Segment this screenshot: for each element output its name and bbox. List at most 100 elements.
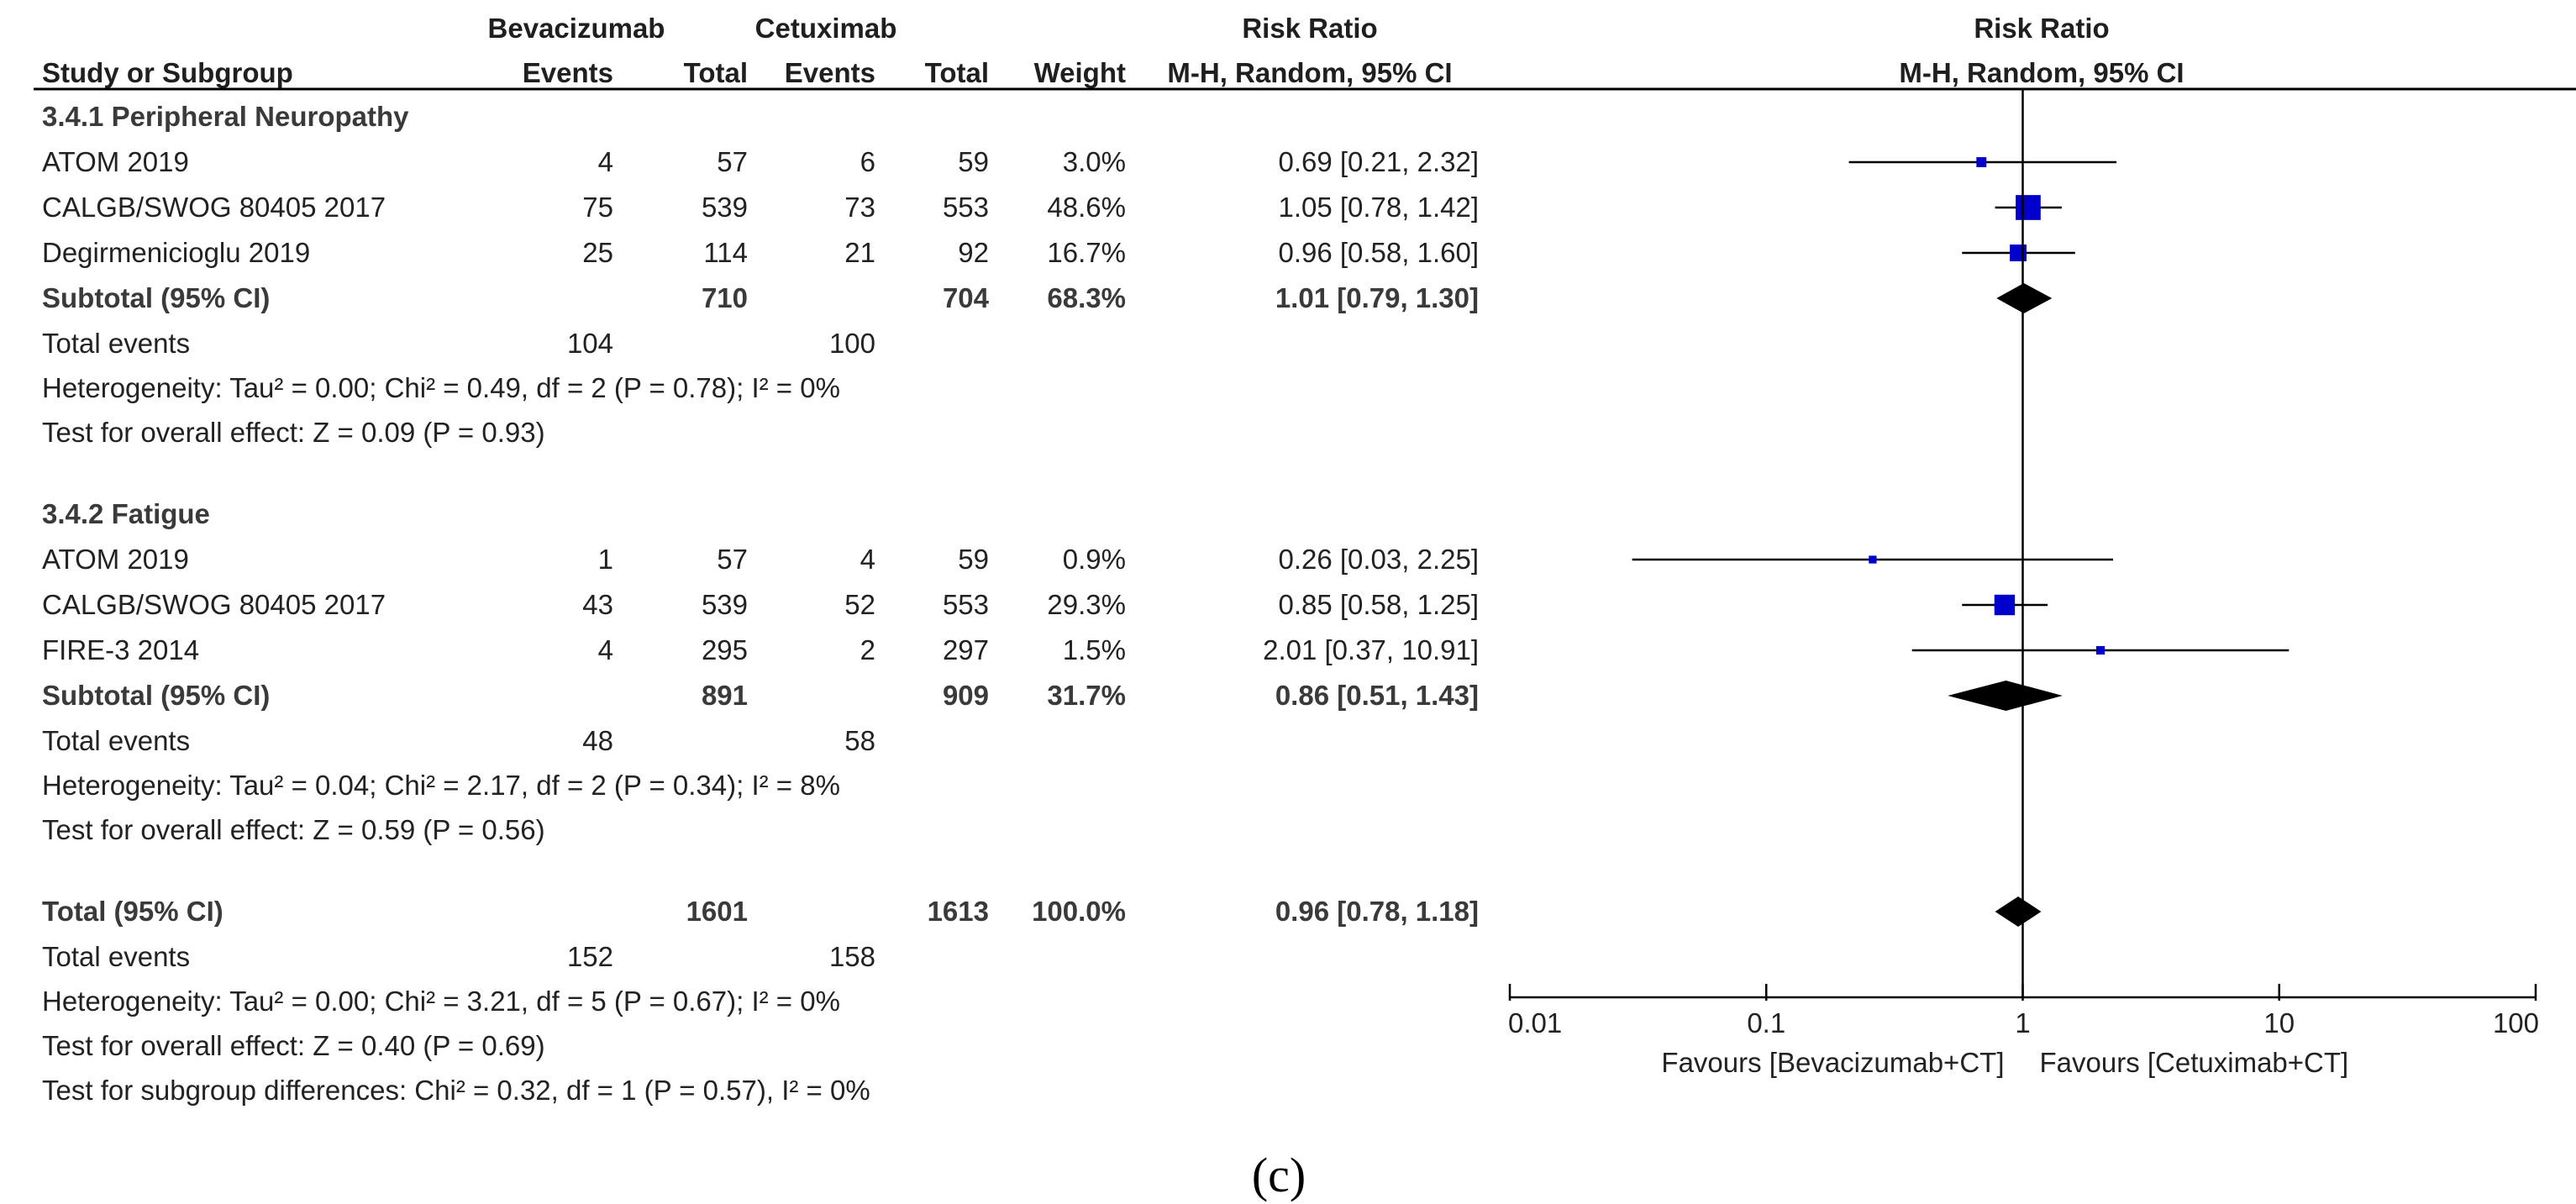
study-events1: 25	[582, 237, 613, 268]
subtotal-total2: 909	[943, 680, 989, 711]
subgroup-title: 3.4.1 Peripheral Neuropathy	[42, 101, 409, 132]
subtotal-weight: 68.3%	[1047, 282, 1126, 313]
study-marker	[2016, 195, 2041, 220]
study-total2: 59	[958, 544, 989, 575]
total-total1: 1601	[686, 896, 748, 927]
study-events2: 6	[860, 146, 875, 177]
study-name: FIRE-3 2014	[42, 634, 199, 665]
study-total1: 57	[717, 544, 748, 575]
total-label: Total (95% CI)	[42, 896, 223, 927]
study-marker	[2095, 645, 2105, 655]
favours-left-label: Favours [Bevacizumab+CT]	[1661, 1047, 2004, 1078]
overall-effect-text: Test for overall effect: Z = 0.59 (P = 0…	[42, 814, 545, 845]
subtotal-total2: 704	[943, 282, 990, 313]
study-weight: 0.9%	[1063, 544, 1126, 575]
total-events1: 48	[582, 725, 613, 756]
study-ci: 0.26 [0.03, 2.25]	[1278, 544, 1479, 575]
study-weight: 16.7%	[1047, 237, 1126, 268]
study-total1: 295	[702, 634, 748, 665]
study-marker	[1869, 555, 1877, 564]
header-rr-title: Risk Ratio	[1242, 13, 1377, 44]
subtotal-ci: 1.01 [0.79, 1.30]	[1275, 282, 1479, 313]
header-plot-title: Risk Ratio	[1974, 13, 2109, 44]
subtotal-label: Subtotal (95% CI)	[42, 680, 270, 711]
study-total1: 114	[703, 237, 748, 268]
study-ci: 2.01 [0.37, 10.91]	[1263, 634, 1479, 665]
header-method: M-H, Random, 95% CI	[1167, 57, 1452, 88]
heterogeneity-text: Heterogeneity: Tau² = 0.00; Chi² = 0.49,…	[42, 372, 840, 403]
favours-right-label: Favours [Cetuximab+CT]	[2040, 1047, 2349, 1078]
total-weight: 100.0%	[1032, 896, 1126, 927]
study-events1: 75	[582, 192, 613, 223]
header-group1: Bevacizumab	[488, 13, 665, 44]
study-total2: 92	[958, 237, 989, 268]
subtotal-label: Subtotal (95% CI)	[42, 282, 270, 313]
study-total1: 539	[702, 589, 748, 620]
study-total2: 553	[943, 589, 989, 620]
study-name: ATOM 2019	[42, 146, 189, 177]
study-name: CALGB/SWOG 80405 2017	[42, 192, 386, 223]
total-events-label: Total events	[42, 328, 190, 359]
study-marker	[2010, 244, 2027, 261]
x-tick-label: 0.01	[1508, 1007, 1562, 1038]
header-study: Study or Subgroup	[42, 57, 293, 88]
subtotal-ci: 0.86 [0.51, 1.43]	[1275, 680, 1479, 711]
total-total2: 1613	[928, 896, 989, 927]
study-ci: 0.96 [0.58, 1.60]	[1278, 237, 1479, 268]
header-total2: Total	[925, 57, 989, 88]
study-events2: 73	[844, 192, 875, 223]
plot-marks: 0.01 0.1 1 10 100 Favours [Bevacizumab+CT] Fav…	[1508, 89, 2539, 1078]
subgroup-title: 3.4.2 Fatigue	[42, 498, 210, 529]
grand-total-events1: 152	[567, 941, 613, 972]
study-name: ATOM 2019	[42, 544, 189, 575]
overall-effect-text: Test for overall effect: Z = 0.09 (P = 0…	[42, 417, 545, 448]
study-total2: 553	[943, 192, 989, 223]
study-events1: 43	[582, 589, 613, 620]
study-weight: 3.0%	[1063, 146, 1126, 177]
total-events-label: Total events	[42, 725, 190, 756]
x-tick-label: 0.1	[1747, 1007, 1785, 1038]
subtotal-total1: 710	[702, 282, 748, 313]
study-name: Degirmenicioglu 2019	[42, 237, 310, 268]
header-weight: Weight	[1034, 57, 1126, 88]
study-total1: 57	[717, 146, 748, 177]
study-weight: 29.3%	[1047, 589, 1126, 620]
study-total2: 297	[943, 634, 989, 665]
grand-total-events2: 158	[829, 941, 875, 972]
study-ci: 1.05 [0.78, 1.42]	[1278, 192, 1479, 223]
heterogeneity-text: Heterogeneity: Tau² = 0.04; Chi² = 2.17,…	[42, 770, 840, 801]
study-events1: 4	[598, 634, 613, 665]
grand-overall-effect-text: Test for overall effect: Z = 0.40 (P = 0…	[42, 1030, 545, 1061]
study-total1: 539	[702, 192, 748, 223]
pooled-diamond	[1948, 681, 2063, 711]
study-ci: 0.85 [0.58, 1.25]	[1278, 589, 1479, 620]
header-group2: Cetuximab	[755, 13, 897, 44]
header-plot-method: M-H, Random, 95% CI	[1899, 57, 2184, 88]
header-events1: Events	[523, 57, 613, 88]
header-events2: Events	[785, 57, 875, 88]
table-rows: 3.4.1 Peripheral Neuropathy ATOM 2019 4 57 6…	[42, 101, 1479, 1106]
total-ci: 0.96 [0.78, 1.18]	[1275, 896, 1479, 927]
grand-heterogeneity-text: Heterogeneity: Tau² = 0.00; Chi² = 3.21,…	[42, 986, 840, 1017]
study-weight: 1.5%	[1063, 634, 1126, 665]
total-events2: 100	[829, 328, 875, 359]
study-name: CALGB/SWOG 80405 2017	[42, 589, 386, 620]
study-events2: 52	[844, 589, 875, 620]
pooled-diamond	[1995, 896, 2042, 927]
study-events2: 21	[844, 237, 875, 268]
grand-total-events-label: Total events	[42, 941, 190, 972]
study-events1: 4	[598, 146, 613, 177]
study-events1: 1	[598, 544, 613, 575]
pooled-diamond	[1996, 283, 2053, 313]
study-weight: 48.6%	[1047, 192, 1126, 223]
x-tick-label: 100	[2493, 1007, 2539, 1038]
total-events2: 58	[844, 725, 875, 756]
study-marker	[1994, 594, 2016, 616]
study-ci: 0.69 [0.21, 2.32]	[1278, 146, 1479, 177]
subtotal-weight: 31.7%	[1047, 680, 1126, 711]
figure-caption: (c)	[1252, 1148, 1306, 1202]
x-tick-label: 10	[2263, 1007, 2295, 1038]
subtotal-total1: 891	[702, 680, 748, 711]
total-events1: 104	[567, 328, 613, 359]
